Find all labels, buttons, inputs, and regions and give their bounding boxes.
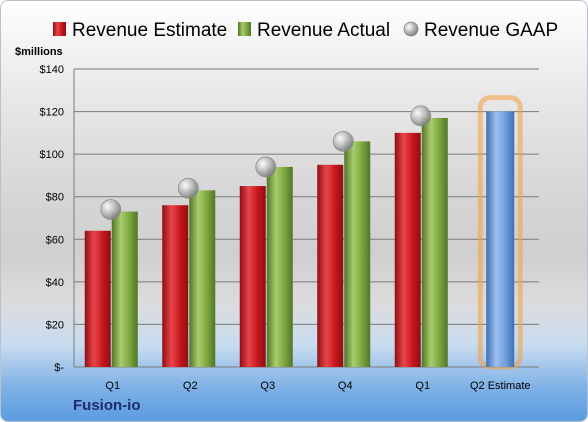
marker-revenue-gaap — [100, 199, 122, 220]
x-tick-label: Q2 — [183, 380, 198, 392]
bar-revenue-estimate — [162, 205, 189, 367]
x-tick-label: Q4 — [338, 380, 353, 392]
x-tick-label: Q1 — [415, 380, 430, 392]
bar-revenue-estimate — [317, 164, 344, 367]
legend-marker-actual — [238, 22, 251, 36]
y-axis-unit-label: $millions — [15, 46, 63, 58]
bar-revenue-estimate — [239, 186, 266, 367]
company-name: Fusion-io — [73, 397, 141, 414]
bar-revenue-actual — [344, 141, 371, 367]
y-tick-label: $120 — [40, 107, 64, 119]
marker-revenue-gaap — [332, 130, 354, 152]
bar-revenue-actual — [421, 117, 448, 367]
bar-revenue-actual — [189, 190, 216, 367]
legend-label-gaap: Revenue GAAP — [424, 20, 558, 41]
legend-label-actual: Revenue Actual — [257, 20, 390, 41]
legend-marker-gaap — [403, 21, 419, 37]
y-tick-label: $80 — [46, 192, 64, 204]
y-tick-label: $60 — [46, 234, 64, 246]
marker-revenue-gaap — [255, 156, 277, 178]
y-tick-label: $- — [54, 362, 64, 374]
legend-label-estimate: Revenue Estimate — [72, 20, 227, 41]
x-tick-label: Q1 — [105, 380, 120, 392]
bar-revenue-actual — [111, 211, 138, 367]
marker-revenue-gaap — [177, 177, 199, 199]
x-tick-label: Q3 — [260, 380, 275, 392]
bar-revenue-actual — [266, 166, 293, 367]
bar-q2-estimate — [486, 111, 515, 367]
y-tick-label: $20 — [46, 319, 64, 331]
y-tick-label: $40 — [46, 277, 64, 289]
y-tick-label: $140 — [40, 64, 64, 76]
marker-revenue-gaap — [410, 105, 432, 127]
y-tick-label: $100 — [40, 149, 64, 161]
bar-revenue-estimate — [394, 132, 421, 367]
legend-marker-estimate — [53, 22, 66, 36]
x-tick-label: Q2 Estimate — [470, 380, 531, 392]
bar-revenue-estimate — [84, 230, 111, 367]
